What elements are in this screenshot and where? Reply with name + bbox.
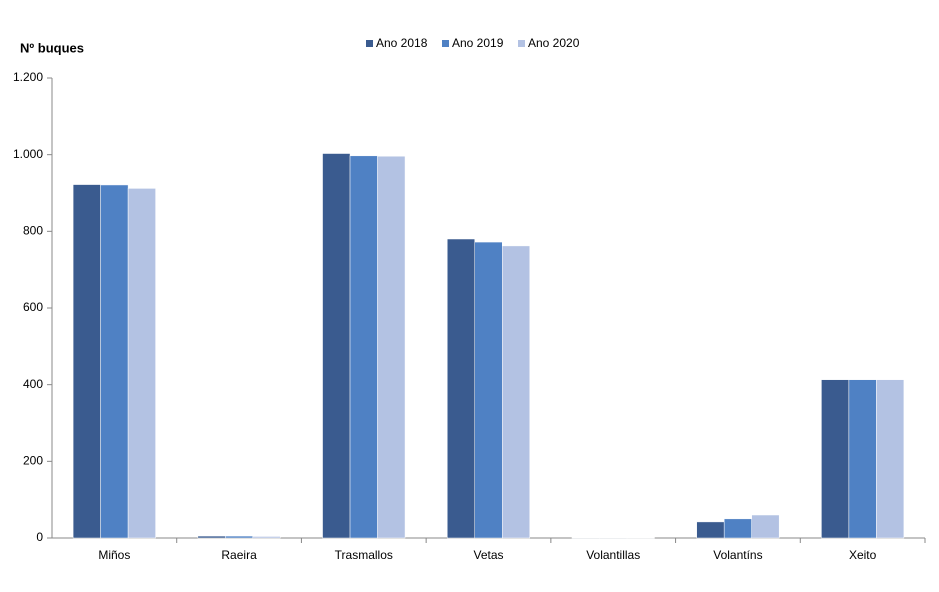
- bar: [821, 379, 850, 539]
- y-tick-label: 1.200: [13, 70, 43, 84]
- bar: [72, 184, 101, 539]
- bar: [322, 153, 351, 539]
- bar: [571, 537, 600, 539]
- legend-swatch: [518, 40, 525, 47]
- legend-label: Ano 2020: [528, 36, 580, 50]
- bar: [127, 188, 156, 539]
- bar: [197, 535, 226, 539]
- bar: [225, 535, 254, 539]
- x-tick-label: Miños: [98, 548, 130, 562]
- legend-swatch: [366, 40, 373, 47]
- y-tick-label: 1.000: [13, 147, 43, 161]
- bar: [502, 245, 530, 539]
- y-axis-label: Nº buques: [20, 40, 84, 55]
- x-tick-label: Vetas: [473, 548, 503, 562]
- bar: [349, 155, 378, 539]
- x-tick-label: Volantillas: [586, 548, 640, 562]
- bar: [626, 537, 655, 539]
- bar: [377, 155, 406, 539]
- y-tick-label: 0: [36, 530, 43, 544]
- x-tick-label: Volantíns: [713, 548, 762, 562]
- y-tick-label: 600: [23, 300, 43, 314]
- bar: [599, 537, 628, 539]
- bar: [696, 521, 725, 539]
- bar: [474, 241, 503, 539]
- x-tick-label: Xeito: [849, 548, 877, 562]
- bar: [876, 379, 905, 539]
- y-tick-label: 400: [23, 377, 43, 391]
- legend-label: Ano 2018: [376, 36, 428, 50]
- bar: [723, 518, 752, 539]
- bar: [252, 536, 281, 539]
- bar: [751, 514, 780, 539]
- bar: [848, 379, 877, 539]
- legend-label: Ano 2019: [452, 36, 504, 50]
- x-tick-label: Trasmallos: [335, 548, 393, 562]
- y-tick-label: 800: [23, 224, 43, 238]
- bar: [447, 238, 475, 539]
- x-tick-label: Raeira: [221, 548, 257, 562]
- legend-swatch: [442, 40, 449, 47]
- bar: [100, 184, 129, 539]
- y-tick-label: 200: [23, 454, 43, 468]
